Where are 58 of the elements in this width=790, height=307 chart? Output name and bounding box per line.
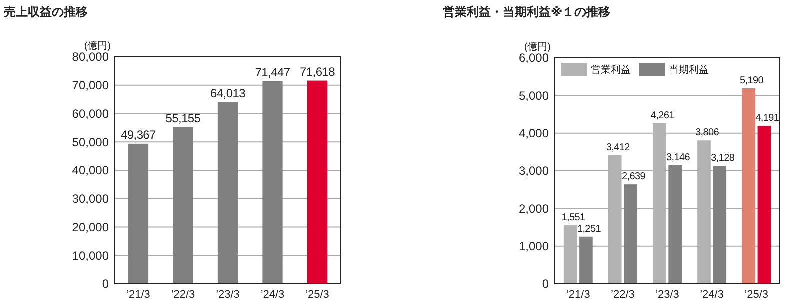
bar — [580, 236, 593, 284]
y-axis-title: (億円) — [524, 41, 551, 53]
data-label: 71,618 — [300, 64, 336, 79]
data-label: 49,367 — [121, 128, 157, 142]
y-tick-label: 2,000 — [518, 202, 550, 216]
data-label: 1,251 — [577, 224, 602, 235]
bar — [713, 166, 727, 284]
y-tick-label: 1,000 — [518, 240, 550, 254]
x-tick-label: ’23/3 — [216, 289, 240, 301]
x-tick-label: ’22/3 — [611, 289, 635, 301]
y-axis-title: (億円) — [84, 40, 111, 52]
chart-title: 営業利益・当期利益※１の推移 — [443, 5, 611, 19]
x-tick-label: ’24/3 — [260, 289, 285, 301]
y-tick-label: 4,000 — [518, 126, 550, 141]
bar — [307, 80, 328, 284]
y-tick-label: 0 — [102, 277, 110, 292]
bar — [758, 126, 772, 284]
data-label: 4,191 — [756, 113, 780, 124]
x-tick-label: ’24/3 — [700, 289, 724, 301]
y-tick-label: 3,000 — [518, 164, 550, 178]
data-label: 1,551 — [562, 212, 586, 224]
y-tick-label: 0 — [542, 277, 550, 292]
x-tick-label: ’25/3 — [744, 289, 769, 301]
data-label: 3,806 — [695, 128, 720, 139]
legend-label: 営業利益 — [591, 64, 631, 76]
data-label: 4,261 — [650, 110, 676, 122]
y-tick-label: 6,000 — [518, 51, 550, 66]
y-tick-label: 50,000 — [72, 135, 110, 150]
y-tick-label: 10,000 — [72, 248, 110, 263]
y-tick-label: 80,000 — [72, 50, 110, 64]
bar — [742, 88, 756, 284]
data-label: 5,190 — [740, 76, 764, 87]
x-tick-label: ’23/3 — [656, 289, 680, 301]
data-label: 71,447 — [255, 65, 291, 80]
chart-title: 売上収益の推移 — [4, 5, 88, 19]
bar — [128, 144, 149, 284]
data-label: 3,146 — [666, 152, 691, 164]
bar — [173, 128, 194, 284]
data-label: 2,639 — [622, 172, 646, 183]
bar — [262, 81, 283, 284]
x-tick-label: ’21/3 — [566, 289, 590, 301]
x-tick-label: ’22/3 — [171, 289, 196, 301]
y-tick-label: 20,000 — [72, 220, 110, 234]
bar — [668, 166, 682, 284]
x-tick-label: ’21/3 — [126, 289, 150, 301]
bar — [218, 102, 238, 284]
y-tick-label: 40,000 — [72, 164, 110, 178]
y-tick-label: 5,000 — [518, 88, 550, 103]
y-tick-label: 30,000 — [72, 192, 110, 206]
data-label: 3,412 — [606, 142, 631, 154]
y-tick-label: 60,000 — [72, 106, 110, 121]
data-label: 64,013 — [210, 86, 246, 100]
legend-label: 当期利益 — [669, 64, 709, 76]
data-label: 3,128 — [711, 153, 736, 164]
x-tick-label: ’25/3 — [306, 289, 330, 301]
bar — [624, 184, 638, 284]
y-tick-label: 70,000 — [72, 78, 110, 93]
data-label: 55,155 — [166, 112, 202, 126]
